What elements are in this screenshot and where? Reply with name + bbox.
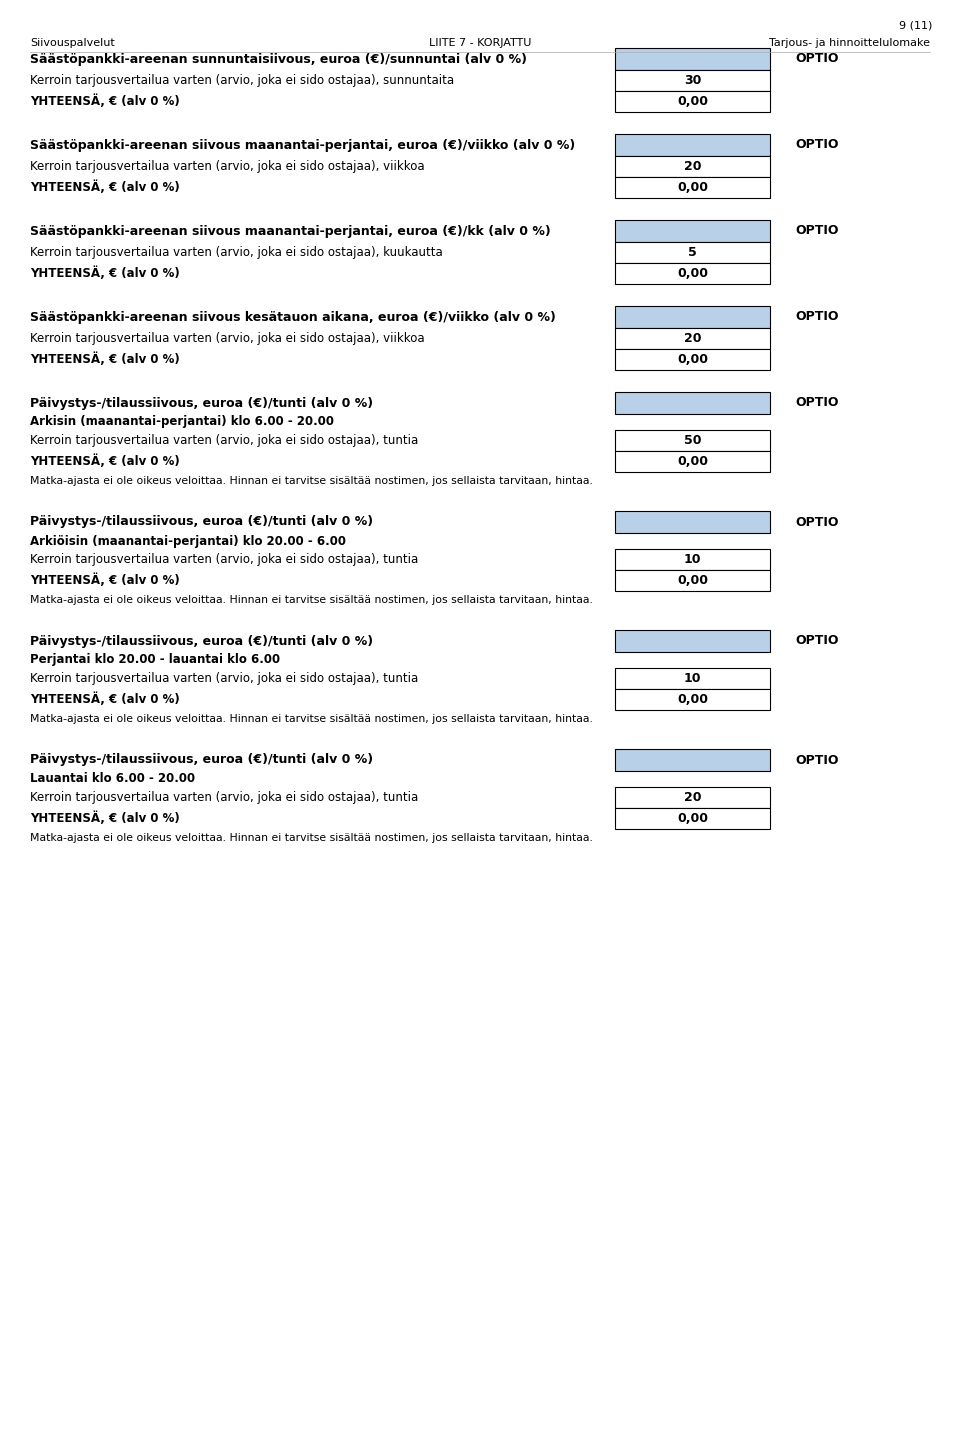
Text: 0,00: 0,00 bbox=[677, 353, 708, 366]
Text: Kerroin tarjousvertailua varten (arvio, joka ei sido ostajaa), tuntia: Kerroin tarjousvertailua varten (arvio, … bbox=[30, 672, 419, 685]
Text: 0,00: 0,00 bbox=[677, 267, 708, 280]
Text: Lauantai klo 6.00 - 20.00: Lauantai klo 6.00 - 20.00 bbox=[30, 773, 195, 785]
Bar bbox=[615, 451, 770, 472]
Text: LIITE 7 - KORJATTU: LIITE 7 - KORJATTU bbox=[429, 37, 531, 47]
Text: Päivystys-/tilaussiivous, euroa (€)/tunti (alv 0 %): Päivystys-/tilaussiivous, euroa (€)/tunt… bbox=[30, 516, 373, 528]
Text: 10: 10 bbox=[684, 672, 701, 685]
Bar bbox=[615, 263, 770, 284]
Bar bbox=[615, 70, 770, 90]
Bar bbox=[615, 429, 770, 451]
Text: Säästöpankki-areenan siivous maanantai-perjantai, euroa (€)/kk (alv 0 %): Säästöpankki-areenan siivous maanantai-p… bbox=[30, 224, 551, 237]
Text: OPTIO: OPTIO bbox=[795, 396, 838, 409]
Bar bbox=[615, 689, 770, 709]
Text: Arkiöisin (maanantai-perjantai) klo 20.00 - 6.00: Arkiöisin (maanantai-perjantai) klo 20.0… bbox=[30, 534, 346, 547]
Bar bbox=[615, 787, 770, 808]
Text: Kerroin tarjousvertailua varten (arvio, joka ei sido ostajaa), sunnuntaita: Kerroin tarjousvertailua varten (arvio, … bbox=[30, 75, 454, 88]
Text: Siivouspalvelut: Siivouspalvelut bbox=[30, 37, 115, 47]
Text: Säästöpankki-areenan sunnuntaisiivous, euroa (€)/sunnuntai (alv 0 %): Säästöpankki-areenan sunnuntaisiivous, e… bbox=[30, 53, 527, 66]
Text: YHTEENSÄ, € (alv 0 %): YHTEENSÄ, € (alv 0 %) bbox=[30, 574, 180, 587]
Text: 10: 10 bbox=[684, 553, 701, 566]
Text: 20: 20 bbox=[684, 332, 701, 345]
Bar bbox=[615, 511, 770, 533]
Text: Päivystys-/tilaussiivous, euroa (€)/tunti (alv 0 %): Päivystys-/tilaussiivous, euroa (€)/tunt… bbox=[30, 396, 373, 409]
Text: YHTEENSÄ, € (alv 0 %): YHTEENSÄ, € (alv 0 %) bbox=[30, 267, 180, 280]
Text: OPTIO: OPTIO bbox=[795, 53, 838, 66]
Bar bbox=[615, 392, 770, 414]
Text: YHTEENSÄ, € (alv 0 %): YHTEENSÄ, € (alv 0 %) bbox=[30, 692, 180, 707]
Text: Kerroin tarjousvertailua varten (arvio, joka ei sido ostajaa), viikkoa: Kerroin tarjousvertailua varten (arvio, … bbox=[30, 159, 424, 172]
Bar bbox=[615, 177, 770, 198]
Text: 9 (11): 9 (11) bbox=[899, 20, 932, 30]
Text: YHTEENSÄ, € (alv 0 %): YHTEENSÄ, € (alv 0 %) bbox=[30, 811, 180, 826]
Bar bbox=[615, 90, 770, 112]
Text: YHTEENSÄ, € (alv 0 %): YHTEENSÄ, € (alv 0 %) bbox=[30, 353, 180, 366]
Text: Kerroin tarjousvertailua varten (arvio, joka ei sido ostajaa), kuukautta: Kerroin tarjousvertailua varten (arvio, … bbox=[30, 246, 443, 258]
Text: OPTIO: OPTIO bbox=[795, 754, 838, 767]
Text: YHTEENSÄ, € (alv 0 %): YHTEENSÄ, € (alv 0 %) bbox=[30, 455, 180, 468]
Text: Kerroin tarjousvertailua varten (arvio, joka ei sido ostajaa), viikkoa: Kerroin tarjousvertailua varten (arvio, … bbox=[30, 332, 424, 345]
Text: Päivystys-/tilaussiivous, euroa (€)/tunti (alv 0 %): Päivystys-/tilaussiivous, euroa (€)/tunt… bbox=[30, 754, 373, 767]
Bar bbox=[615, 243, 770, 263]
Bar bbox=[615, 349, 770, 370]
Text: 5: 5 bbox=[688, 246, 697, 258]
Bar bbox=[615, 549, 770, 570]
Text: 20: 20 bbox=[684, 159, 701, 172]
Bar bbox=[615, 157, 770, 177]
Text: 20: 20 bbox=[684, 791, 701, 804]
Bar bbox=[615, 570, 770, 592]
Bar bbox=[615, 668, 770, 689]
Text: 50: 50 bbox=[684, 434, 701, 447]
Text: 0,00: 0,00 bbox=[677, 694, 708, 707]
Text: 0,00: 0,00 bbox=[677, 455, 708, 468]
Text: Matka-ajasta ei ole oikeus veloittaa. Hinnan ei tarvitse sisältää nostimen, jos : Matka-ajasta ei ole oikeus veloittaa. Hi… bbox=[30, 475, 593, 485]
Text: OPTIO: OPTIO bbox=[795, 635, 838, 648]
Text: 0,00: 0,00 bbox=[677, 181, 708, 194]
Text: Matka-ajasta ei ole oikeus veloittaa. Hinnan ei tarvitse sisältää nostimen, jos : Matka-ajasta ei ole oikeus veloittaa. Hi… bbox=[30, 833, 593, 843]
Text: Tarjous- ja hinnoittelulomake: Tarjous- ja hinnoittelulomake bbox=[769, 37, 930, 47]
Text: OPTIO: OPTIO bbox=[795, 516, 838, 528]
Text: YHTEENSÄ, € (alv 0 %): YHTEENSÄ, € (alv 0 %) bbox=[30, 181, 180, 194]
Text: 0,00: 0,00 bbox=[677, 95, 708, 108]
Text: Arkisin (maanantai-perjantai) klo 6.00 - 20.00: Arkisin (maanantai-perjantai) klo 6.00 -… bbox=[30, 415, 334, 428]
Bar bbox=[615, 327, 770, 349]
Text: Säästöpankki-areenan siivous kesätauon aikana, euroa (€)/viikko (alv 0 %): Säästöpankki-areenan siivous kesätauon a… bbox=[30, 310, 556, 323]
Bar bbox=[615, 808, 770, 829]
Text: Matka-ajasta ei ole oikeus veloittaa. Hinnan ei tarvitse sisältää nostimen, jos : Matka-ajasta ei ole oikeus veloittaa. Hi… bbox=[30, 595, 593, 605]
Text: OPTIO: OPTIO bbox=[795, 138, 838, 152]
Text: Kerroin tarjousvertailua varten (arvio, joka ei sido ostajaa), tuntia: Kerroin tarjousvertailua varten (arvio, … bbox=[30, 791, 419, 804]
Text: 0,00: 0,00 bbox=[677, 811, 708, 826]
Text: Perjantai klo 20.00 - lauantai klo 6.00: Perjantai klo 20.00 - lauantai klo 6.00 bbox=[30, 653, 280, 666]
Text: Päivystys-/tilaussiivous, euroa (€)/tunti (alv 0 %): Päivystys-/tilaussiivous, euroa (€)/tunt… bbox=[30, 635, 373, 648]
Bar bbox=[615, 630, 770, 652]
Text: 0,00: 0,00 bbox=[677, 574, 708, 587]
Text: YHTEENSÄ, € (alv 0 %): YHTEENSÄ, € (alv 0 %) bbox=[30, 95, 180, 108]
Text: Säästöpankki-areenan siivous maanantai-perjantai, euroa (€)/viikko (alv 0 %): Säästöpankki-areenan siivous maanantai-p… bbox=[30, 138, 575, 152]
Bar bbox=[615, 220, 770, 243]
Bar bbox=[615, 306, 770, 327]
Text: Kerroin tarjousvertailua varten (arvio, joka ei sido ostajaa), tuntia: Kerroin tarjousvertailua varten (arvio, … bbox=[30, 434, 419, 447]
Text: Kerroin tarjousvertailua varten (arvio, joka ei sido ostajaa), tuntia: Kerroin tarjousvertailua varten (arvio, … bbox=[30, 553, 419, 566]
Bar bbox=[615, 750, 770, 771]
Text: OPTIO: OPTIO bbox=[795, 224, 838, 237]
Text: 30: 30 bbox=[684, 75, 701, 88]
Bar bbox=[615, 134, 770, 157]
Text: Matka-ajasta ei ole oikeus veloittaa. Hinnan ei tarvitse sisältää nostimen, jos : Matka-ajasta ei ole oikeus veloittaa. Hi… bbox=[30, 714, 593, 724]
Text: OPTIO: OPTIO bbox=[795, 310, 838, 323]
Bar bbox=[615, 47, 770, 70]
